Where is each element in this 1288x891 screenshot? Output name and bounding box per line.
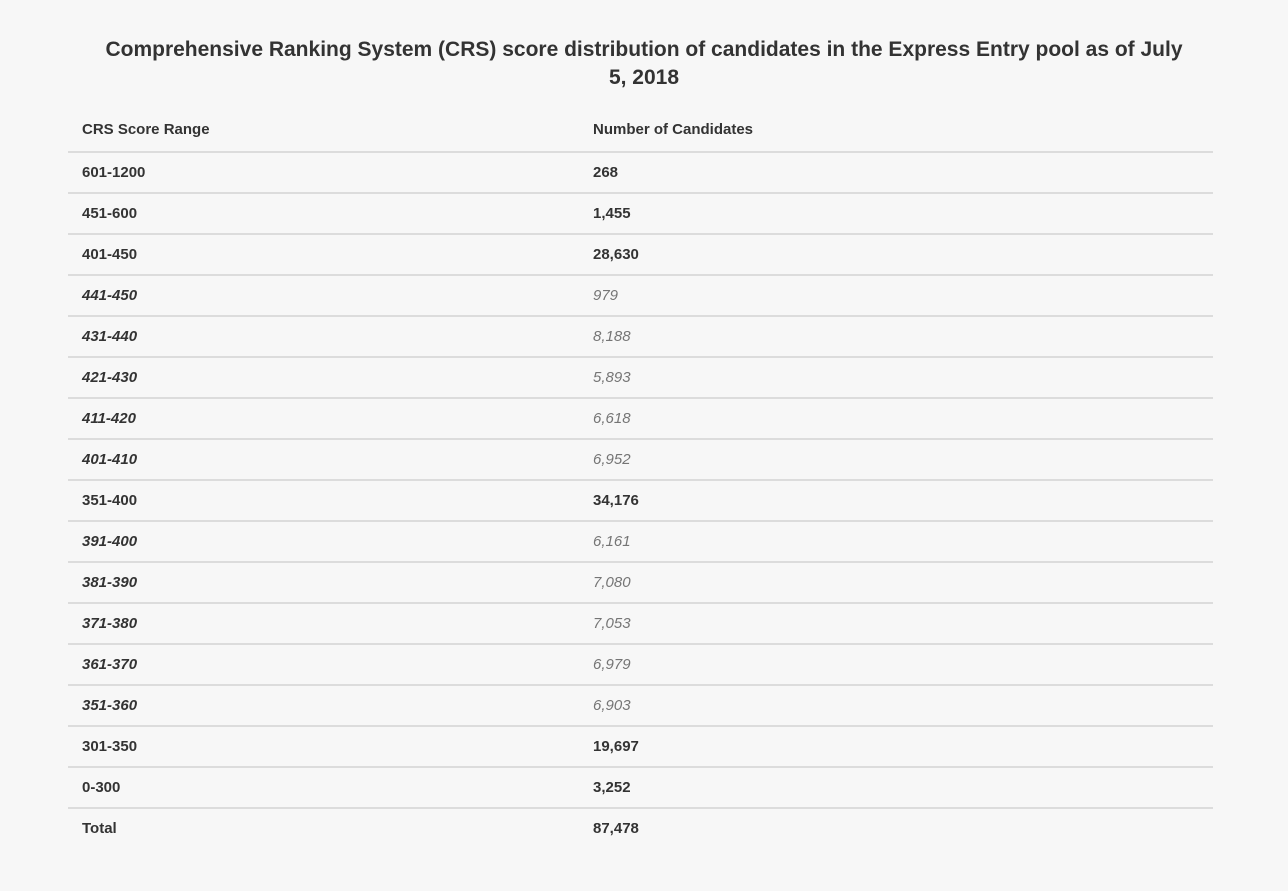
table-row: 401-410 6,952 <box>68 439 1213 480</box>
score-range-cell: 601-1200 <box>82 164 146 181</box>
candidate-count-cell: 7,080 <box>593 574 631 591</box>
score-range-cell: 361-370 <box>82 656 138 673</box>
table-row: 431-440 8,188 <box>68 316 1213 357</box>
score-range-cell: 391-400 <box>82 533 138 550</box>
candidate-count-cell: 1,455 <box>593 205 631 222</box>
candidate-count-cell: 268 <box>593 164 619 181</box>
table-row: Total 87,478 <box>68 808 1213 848</box>
page-title: Comprehensive Ranking System (CRS) score… <box>105 38 1183 89</box>
candidate-count-cell: 979 <box>593 287 619 304</box>
score-range-cell: 411-420 <box>82 410 136 427</box>
candidate-count-cell: 28,630 <box>593 246 639 263</box>
candidate-count-cell: 7,053 <box>593 615 631 632</box>
candidate-count-cell: 87,478 <box>593 820 639 837</box>
candidate-count-cell: 19,697 <box>593 738 639 755</box>
candidate-count-cell: 6,161 <box>593 533 631 550</box>
table-row: 411-420 6,618 <box>68 398 1213 439</box>
table-row: 421-430 5,893 <box>68 357 1213 398</box>
column-header-score-range: CRS Score Range <box>82 121 210 138</box>
table-row: 391-400 6,161 <box>68 521 1213 562</box>
score-range-cell: 351-400 <box>82 492 138 509</box>
score-range-cell: Total <box>82 820 117 837</box>
score-range-cell: 421-430 <box>82 369 138 386</box>
table-row: 381-390 7,080 <box>68 562 1213 603</box>
table-row: 361-370 6,979 <box>68 644 1213 685</box>
table-row: 0-300 3,252 <box>68 767 1213 808</box>
score-range-cell: 451-600 <box>82 205 138 222</box>
candidate-count-cell: 5,893 <box>593 369 631 386</box>
candidate-count-cell: 8,188 <box>593 328 631 345</box>
score-range-cell: 351-360 <box>82 697 138 714</box>
table-row: 351-400 34,176 <box>68 480 1213 521</box>
page: Comprehensive Ranking System (CRS) score… <box>0 36 1288 891</box>
candidate-count-cell: 6,903 <box>593 697 631 714</box>
candidate-count-cell: 6,979 <box>593 656 631 673</box>
score-range-cell: 0-300 <box>82 779 121 796</box>
candidate-count-cell: 6,952 <box>593 451 631 468</box>
score-range-cell: 381-390 <box>82 574 138 591</box>
score-range-cell: 301-350 <box>82 738 138 755</box>
score-range-cell: 401-410 <box>82 451 138 468</box>
table-row: 451-600 1,455 <box>68 193 1213 234</box>
column-header-candidates: Number of Candidates <box>593 121 754 138</box>
table-header-row: CRS Score Range Number of Candidates <box>68 122 1213 152</box>
crs-score-table: CRS Score Range Number of Candidates 601… <box>68 122 1213 848</box>
score-range-cell: 401-450 <box>82 246 138 263</box>
table-row: 351-360 6,903 <box>68 685 1213 726</box>
table-row: 371-380 7,053 <box>68 603 1213 644</box>
table-row: 441-450 979 <box>68 275 1213 316</box>
table-row: 601-1200 268 <box>68 152 1213 193</box>
score-range-cell: 431-440 <box>82 328 138 345</box>
score-range-cell: 371-380 <box>82 615 138 632</box>
table-row: 301-350 19,697 <box>68 726 1213 767</box>
table-row: 401-450 28,630 <box>68 234 1213 275</box>
candidate-count-cell: 34,176 <box>593 492 639 509</box>
candidate-count-cell: 3,252 <box>593 779 631 796</box>
candidate-count-cell: 6,618 <box>593 410 631 427</box>
score-range-cell: 441-450 <box>82 287 138 304</box>
